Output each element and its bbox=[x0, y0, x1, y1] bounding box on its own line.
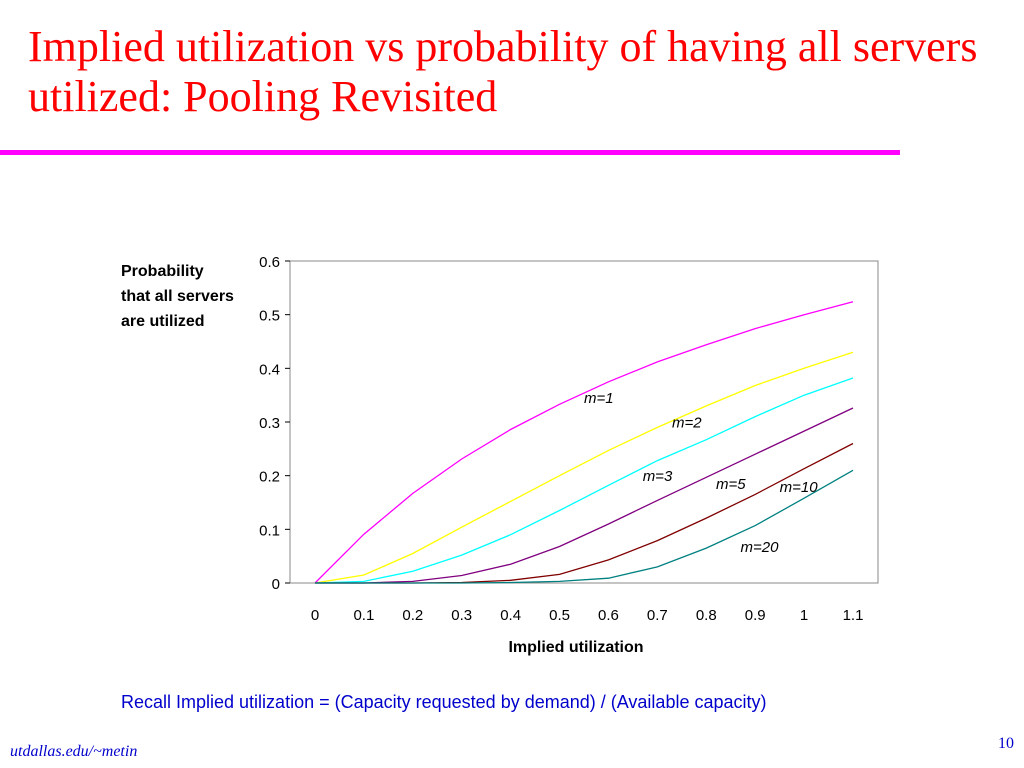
y-tick-label: 0.2 bbox=[259, 469, 280, 486]
footer-url: utdallas.edu/~metin bbox=[10, 743, 138, 760]
x-axis: 0 0.1 0.2 0.3 0.4 0.5 0.6 0.7 0.8 0.9 1 1.1 bbox=[311, 607, 864, 624]
series-line-m-1 bbox=[314, 301, 854, 584]
x-tick-label: 0.3 bbox=[451, 607, 472, 624]
series-line-m-5 bbox=[315, 407, 854, 584]
x-tick-label: 1.1 bbox=[843, 607, 864, 624]
series-annotations: m=1 m=2 m=3 m=5 m=10 m=20 bbox=[584, 390, 818, 556]
series-group bbox=[314, 301, 854, 584]
series-annotation: m=20 bbox=[741, 539, 780, 556]
x-tick-label: 0 bbox=[311, 607, 319, 624]
y-tick-label: 0.4 bbox=[259, 361, 280, 378]
x-tick-label: 1 bbox=[800, 607, 808, 624]
series-annotation: m=3 bbox=[643, 468, 673, 485]
plot-area bbox=[289, 260, 879, 584]
x-axis-label: Implied utilization bbox=[508, 639, 643, 656]
page-number: 10 bbox=[998, 735, 1014, 752]
y-tick-label: 0.5 bbox=[259, 308, 280, 325]
slide-title: Implied utilization vs probability of ha… bbox=[28, 22, 978, 121]
series-annotation: m=2 bbox=[672, 414, 702, 431]
x-tick-label: 0.7 bbox=[647, 607, 668, 624]
x-tick-label: 0.6 bbox=[598, 607, 619, 624]
y-axis-label: Probability that all servers are utilize… bbox=[121, 263, 234, 330]
y-tick-label: 0.1 bbox=[259, 522, 280, 539]
formula-note: Recall Implied utilization = (Capacity r… bbox=[121, 692, 767, 712]
x-tick-label: 0.5 bbox=[549, 607, 570, 624]
x-tick-label: 0.1 bbox=[353, 607, 374, 624]
series-line-m-20 bbox=[315, 469, 854, 584]
series-annotation: m=1 bbox=[584, 390, 614, 407]
y-tick-label: 0.6 bbox=[259, 254, 280, 271]
x-tick-label: 0.9 bbox=[745, 607, 766, 624]
y-axis: 0 0.1 0.2 0.3 0.4 0.5 0.6 bbox=[259, 254, 290, 593]
y-tick-label: 0 bbox=[272, 576, 280, 593]
y-tick-label: 0.3 bbox=[259, 415, 280, 432]
series-line-m-3 bbox=[314, 377, 854, 584]
x-tick-label: 0.8 bbox=[696, 607, 717, 624]
x-tick-label: 0.4 bbox=[500, 607, 521, 624]
line-chart: 0 0.1 0.2 0.3 0.4 0.5 0.6 m=1 m=2 m=3 m=5 m=10 m=20… bbox=[259, 254, 879, 656]
series-line-m-2 bbox=[314, 351, 854, 584]
x-tick-label: 0.2 bbox=[402, 607, 423, 624]
title-underline bbox=[0, 150, 900, 155]
series-annotation: m=10 bbox=[780, 479, 819, 496]
series-annotation: m=5 bbox=[716, 476, 746, 493]
